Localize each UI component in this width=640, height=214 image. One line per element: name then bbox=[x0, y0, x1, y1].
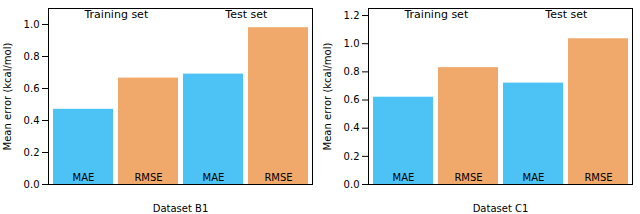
svg-text:0.6: 0.6 bbox=[24, 83, 40, 94]
svg-text:0.6: 0.6 bbox=[344, 94, 360, 105]
svg-text:0.2: 0.2 bbox=[344, 151, 360, 162]
svg-text:RMSE: RMSE bbox=[454, 172, 482, 183]
svg-text:Training set: Training set bbox=[83, 8, 148, 21]
svg-text:0.4: 0.4 bbox=[344, 122, 360, 133]
svg-text:Dataset C1: Dataset C1 bbox=[473, 203, 529, 214]
svg-text:Mean error (kcal/mol): Mean error (kcal/mol) bbox=[322, 42, 333, 150]
svg-text:MAE: MAE bbox=[73, 172, 95, 183]
svg-text:0.4: 0.4 bbox=[24, 115, 40, 126]
svg-text:Dataset B1: Dataset B1 bbox=[153, 203, 209, 214]
svg-text:Training set: Training set bbox=[403, 8, 468, 21]
svg-text:1.0: 1.0 bbox=[24, 19, 40, 30]
svg-text:Test set: Test set bbox=[224, 8, 268, 21]
svg-text:MAE: MAE bbox=[523, 172, 545, 183]
svg-text:0.8: 0.8 bbox=[24, 51, 40, 62]
svg-text:MAE: MAE bbox=[393, 172, 415, 183]
svg-text:0.8: 0.8 bbox=[344, 66, 360, 77]
svg-text:0.2: 0.2 bbox=[24, 147, 40, 158]
svg-text:0.0: 0.0 bbox=[24, 179, 40, 190]
svg-text:RMSE: RMSE bbox=[264, 172, 292, 183]
svg-text:MAE: MAE bbox=[203, 172, 225, 183]
svg-text:RMSE: RMSE bbox=[134, 172, 162, 183]
svg-text:1.0: 1.0 bbox=[344, 38, 360, 49]
svg-text:1.2: 1.2 bbox=[344, 10, 360, 21]
svg-text:Mean error (kcal/mol): Mean error (kcal/mol) bbox=[2, 42, 13, 150]
svg-text:RMSE: RMSE bbox=[584, 172, 612, 183]
svg-text:Test set: Test set bbox=[544, 8, 588, 21]
svg-text:0.0: 0.0 bbox=[344, 179, 360, 190]
